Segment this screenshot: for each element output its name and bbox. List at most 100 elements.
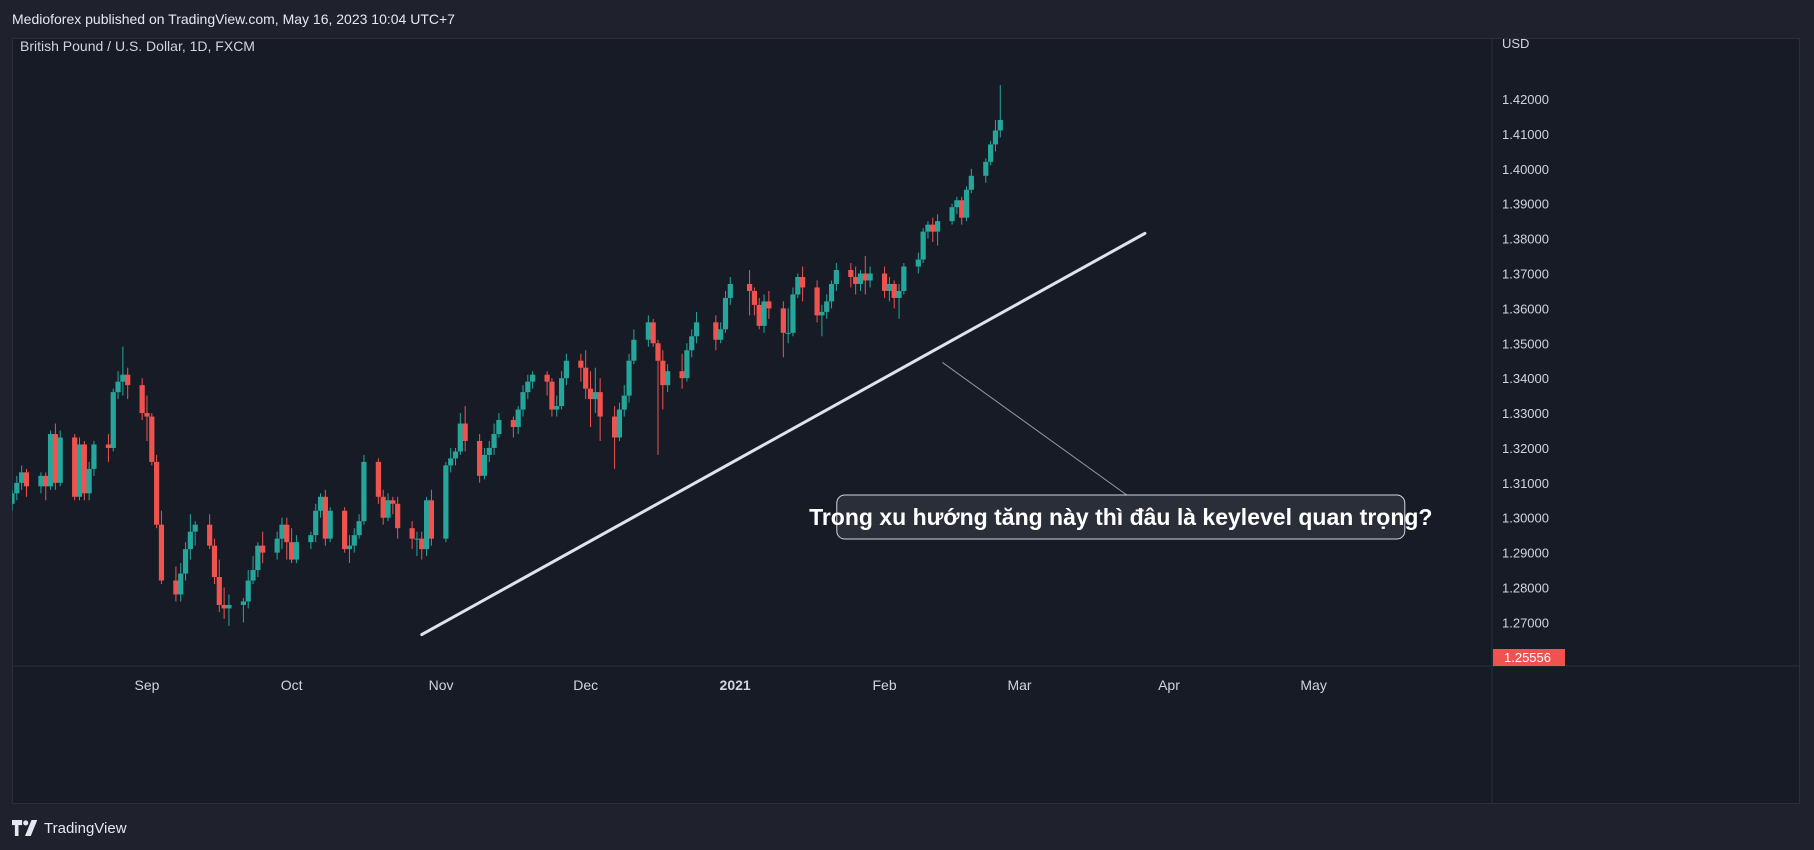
candle[interactable]	[481, 447, 488, 480]
candle[interactable]	[322, 489, 328, 546]
price-axis[interactable]: 1.42000 1.41000 1.40000 1.39000 1.38000 1.370…	[1502, 92, 1549, 630]
candle[interactable]	[86, 461, 92, 501]
candle[interactable]	[525, 374, 531, 400]
candle[interactable]	[727, 276, 733, 305]
candle[interactable]	[655, 339, 661, 455]
candle[interactable]	[853, 266, 859, 295]
candle[interactable]	[520, 385, 526, 417]
candle[interactable]	[81, 440, 87, 501]
candle[interactable]	[751, 287, 758, 316]
candle[interactable]	[901, 263, 907, 295]
candle[interactable]	[182, 542, 189, 581]
candle[interactable]	[660, 350, 666, 410]
candle[interactable]	[915, 252, 921, 274]
candle[interactable]	[554, 395, 560, 417]
candle[interactable]	[23, 468, 30, 497]
candle[interactable]	[891, 280, 897, 309]
candle[interactable]	[491, 423, 497, 455]
candle[interactable]	[645, 315, 651, 347]
candle[interactable]	[963, 186, 970, 222]
candle[interactable]	[713, 315, 719, 351]
candle[interactable]	[665, 364, 671, 393]
candle[interactable]	[462, 406, 468, 452]
candle[interactable]	[356, 514, 362, 539]
candle[interactable]	[814, 280, 820, 323]
candle[interactable]	[679, 353, 685, 389]
candle[interactable]	[260, 531, 266, 564]
candle[interactable]	[824, 294, 830, 319]
candle[interactable]	[935, 214, 941, 246]
candle[interactable]	[800, 266, 806, 302]
candle[interactable]	[125, 367, 131, 400]
candle[interactable]	[47, 430, 54, 490]
candle[interactable]	[920, 228, 926, 264]
candle[interactable]	[848, 263, 854, 288]
candle[interactable]	[154, 454, 160, 529]
candle[interactable]	[959, 196, 965, 225]
candle[interactable]	[988, 140, 994, 166]
candle[interactable]	[342, 507, 348, 553]
candle[interactable]	[250, 556, 256, 585]
candle[interactable]	[597, 378, 603, 441]
candle[interactable]	[105, 433, 112, 462]
candle[interactable]	[983, 158, 989, 183]
candle[interactable]	[178, 563, 184, 602]
candle[interactable]	[558, 371, 565, 410]
candle[interactable]	[746, 270, 753, 316]
candle[interactable]	[616, 402, 623, 441]
candle[interactable]	[207, 514, 213, 550]
candle[interactable]	[419, 531, 425, 560]
candle[interactable]	[544, 371, 550, 396]
candle[interactable]	[510, 416, 516, 438]
candle[interactable]	[790, 287, 796, 337]
candle[interactable]	[76, 437, 83, 501]
candle[interactable]	[19, 465, 25, 490]
candle[interactable]	[14, 475, 20, 501]
candle[interactable]	[361, 454, 367, 525]
candle[interactable]	[409, 521, 415, 550]
candle[interactable]	[486, 440, 492, 462]
candle[interactable]	[780, 301, 786, 358]
candle[interactable]	[592, 367, 598, 414]
candle[interactable]	[997, 85, 1003, 138]
candle[interactable]	[756, 297, 762, 330]
price-chart[interactable]: Trong xu hướng tăng này thì đâu là keyle…	[12, 38, 1800, 804]
candle[interactable]	[274, 531, 280, 560]
candle[interactable]	[211, 538, 218, 585]
candle[interactable]	[279, 517, 285, 550]
candle[interactable]	[72, 433, 78, 501]
candle[interactable]	[862, 256, 868, 295]
candle[interactable]	[457, 413, 463, 455]
time-axis[interactable]: Sep Oct Nov Dec 2021 Feb Mar Apr May	[135, 677, 1327, 693]
candle[interactable]	[317, 493, 324, 518]
candle[interactable]	[896, 283, 902, 319]
candle[interactable]	[689, 329, 695, 358]
candle[interactable]	[308, 531, 314, 550]
candle[interactable]	[375, 458, 381, 504]
candle[interactable]	[452, 447, 459, 466]
candle[interactable]	[587, 371, 594, 428]
candle[interactable]	[216, 559, 222, 612]
candle[interactable]	[828, 280, 835, 309]
candle[interactable]	[428, 489, 435, 546]
candle[interactable]	[414, 531, 420, 557]
candle[interactable]	[12, 489, 15, 511]
candle[interactable]	[221, 587, 227, 619]
candle[interactable]	[693, 311, 700, 344]
candle[interactable]	[477, 433, 483, 483]
candle[interactable]	[448, 447, 454, 473]
candle[interactable]	[390, 496, 396, 515]
candle[interactable]	[91, 440, 97, 476]
candle[interactable]	[968, 168, 974, 194]
candle[interactable]	[284, 517, 290, 560]
candle[interactable]	[819, 304, 825, 337]
candle[interactable]	[139, 378, 145, 421]
candle[interactable]	[631, 329, 637, 365]
candle[interactable]	[173, 566, 179, 602]
candle[interactable]	[110, 388, 116, 452]
candle[interactable]	[578, 353, 584, 382]
candle[interactable]	[52, 423, 58, 490]
candle[interactable]	[549, 378, 555, 417]
candle[interactable]	[496, 413, 502, 438]
candle[interactable]	[57, 430, 63, 487]
